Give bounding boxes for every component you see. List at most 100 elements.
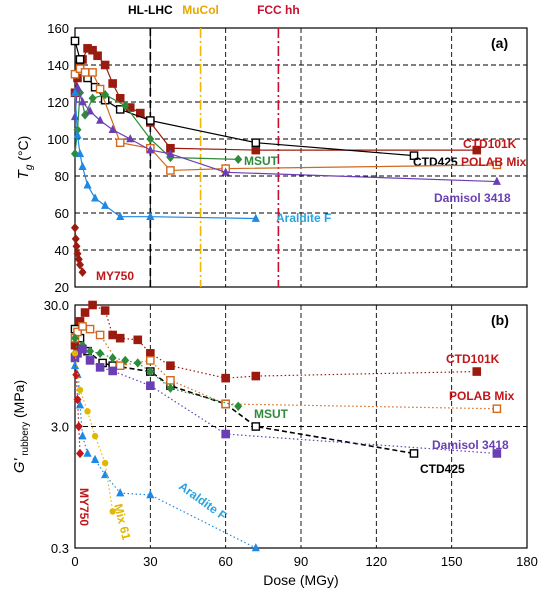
data-point	[76, 260, 85, 270]
series-label: POLAB Mix	[461, 155, 527, 169]
series-label: Damisol 3418	[434, 191, 511, 205]
series-araldite-f: Araldite F	[70, 87, 331, 225]
data-point	[109, 508, 116, 515]
series-label: MY750	[77, 488, 91, 526]
series-label: POLAB Mix	[449, 389, 515, 403]
data-point	[96, 115, 105, 124]
data-point	[251, 213, 260, 222]
series-my750: MY750	[71, 223, 134, 283]
series-label: MSUT	[244, 154, 279, 168]
data-point	[472, 145, 482, 155]
data-point	[166, 361, 175, 370]
series-label: CTD101K	[446, 352, 500, 366]
data-point	[73, 327, 82, 337]
data-point	[83, 180, 92, 189]
data-point	[70, 87, 80, 97]
y-tick-label: 120	[47, 95, 69, 110]
series-label: Damisol 3418	[432, 438, 509, 452]
data-point	[251, 422, 261, 431]
y-axis-label: Tg (°C)	[15, 136, 35, 180]
series-line	[74, 325, 497, 410]
y-axis-label-sub: g	[24, 164, 35, 170]
data-point	[73, 394, 82, 405]
x-tick-label: 30	[143, 554, 157, 569]
data-point	[492, 404, 502, 414]
series-ctd425: CTD425	[70, 324, 465, 476]
data-point	[166, 376, 175, 385]
data-point	[100, 306, 110, 315]
data-point	[146, 145, 155, 154]
series-line	[74, 365, 257, 549]
series-polab-mix: POLAB Mix	[70, 64, 527, 175]
x-tick-label: 0	[71, 554, 78, 569]
data-point	[492, 449, 502, 458]
series-damisol-3418: Damisol 3418	[70, 82, 511, 205]
data-point	[101, 200, 110, 209]
data-point	[108, 330, 117, 340]
data-point	[78, 344, 87, 354]
x-axis-label: Dose (MGy)	[263, 572, 338, 588]
data-point	[88, 45, 97, 55]
data-point	[166, 383, 175, 393]
data-point	[72, 241, 81, 251]
data-point	[126, 134, 135, 143]
data-point	[101, 469, 110, 479]
data-point	[115, 138, 125, 148]
data-point	[95, 84, 105, 94]
data-point	[146, 134, 155, 144]
y-axis-label-main: G'	[11, 457, 28, 473]
y-tick-label: 40	[55, 243, 69, 258]
data-point	[133, 358, 142, 368]
y-tick-label: 30.0	[44, 298, 69, 313]
data-point	[101, 459, 109, 467]
data-point	[86, 346, 95, 356]
series-araldite-f: Araldite F	[70, 360, 260, 552]
data-point	[146, 356, 155, 365]
data-point	[234, 154, 243, 165]
data-point	[251, 145, 261, 155]
data-point	[221, 429, 230, 439]
data-point	[95, 330, 105, 340]
data-point	[100, 60, 110, 70]
y-tick-label: 160	[47, 21, 69, 36]
data-point	[93, 51, 102, 61]
data-point	[78, 267, 87, 277]
data-point	[234, 401, 243, 411]
data-point	[88, 300, 97, 310]
data-point	[115, 361, 125, 370]
data-point	[108, 79, 117, 88]
data-point	[221, 167, 230, 176]
data-point	[251, 371, 261, 381]
data-point	[146, 366, 155, 377]
data-point	[75, 148, 85, 158]
data-point	[88, 68, 97, 77]
data-point	[75, 55, 85, 64]
panel-a: HL-LHC MuCol FCC hh 20 40 60 80 100 120 140 160 Tg …	[15, 3, 528, 295]
series-line	[74, 40, 415, 157]
data-point	[96, 348, 105, 359]
data-point	[71, 223, 79, 233]
data-point	[251, 543, 260, 552]
data-point	[492, 176, 501, 185]
data-point	[146, 116, 155, 125]
series-line	[74, 47, 477, 151]
y-axis-label-sub: rubbery	[20, 422, 31, 459]
data-point	[492, 160, 502, 170]
y-tick-label: 60	[55, 206, 69, 221]
y-axis-label-unit: (MPa)	[11, 380, 27, 422]
series-msut: MSUT	[71, 88, 279, 168]
series-label: CTD425	[420, 462, 465, 476]
series-line	[74, 328, 415, 455]
data-point	[72, 370, 81, 380]
y-tick-label: 0.3	[51, 541, 69, 556]
x-tick-label: 120	[365, 554, 387, 569]
data-point	[146, 211, 155, 220]
panel-label: (a)	[491, 35, 508, 51]
y-axis-label: G' rubbery (MPa)	[11, 380, 31, 473]
data-point	[146, 490, 155, 499]
series-label: Mix 61	[111, 502, 134, 541]
data-point	[115, 93, 125, 103]
data-point	[166, 166, 175, 175]
data-point	[76, 386, 84, 394]
